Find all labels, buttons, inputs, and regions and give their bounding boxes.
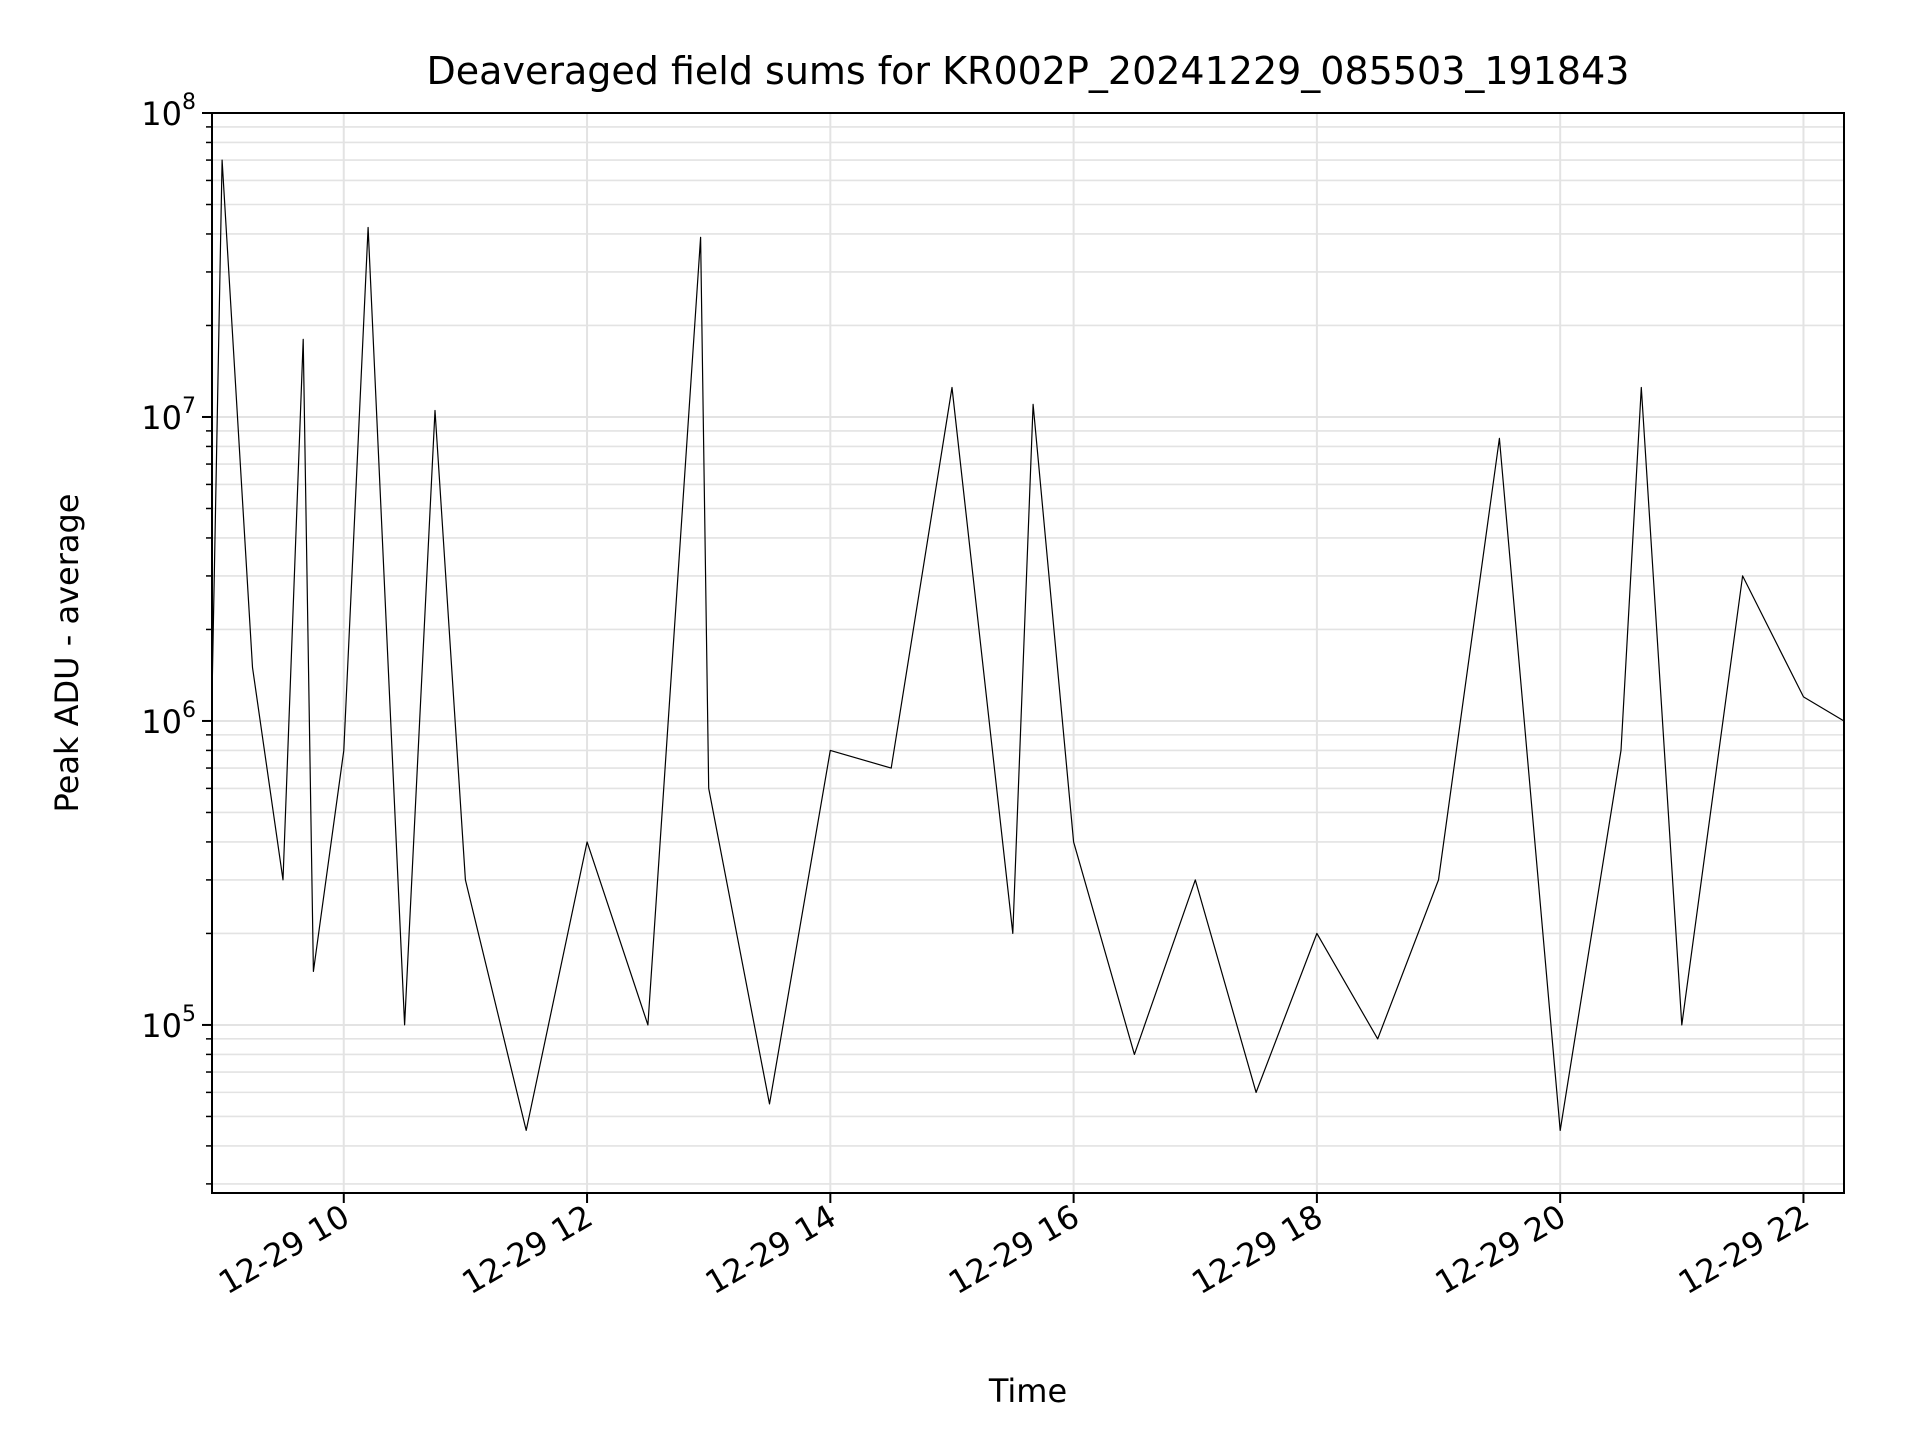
y-axis-label: Peak ADU - average bbox=[48, 494, 86, 813]
y-tick-label-exponent: 8 bbox=[182, 90, 196, 115]
x-axis-label: Time bbox=[988, 1372, 1067, 1410]
y-tick-label-exponent: 6 bbox=[182, 698, 196, 723]
data-series bbox=[211, 159, 1845, 1131]
y-tick-label-base: 10 bbox=[141, 1007, 182, 1045]
series-line bbox=[211, 159, 1845, 1131]
y-tick-label: 106 bbox=[141, 698, 196, 741]
y-tick-label-base: 10 bbox=[141, 703, 182, 741]
y-tick-label: 105 bbox=[141, 1002, 196, 1045]
chart-title: Deaveraged field sums for KR002P_2024122… bbox=[427, 49, 1630, 93]
y-tick-label-base: 10 bbox=[141, 95, 182, 133]
y-tick-label-exponent: 5 bbox=[182, 1002, 196, 1027]
y-tick-label: 107 bbox=[141, 394, 196, 437]
y-tick-label-exponent: 7 bbox=[182, 394, 196, 419]
y-tick-label-base: 10 bbox=[141, 399, 182, 437]
y-tick-label: 108 bbox=[141, 90, 196, 133]
plot-frame bbox=[211, 112, 1845, 1194]
